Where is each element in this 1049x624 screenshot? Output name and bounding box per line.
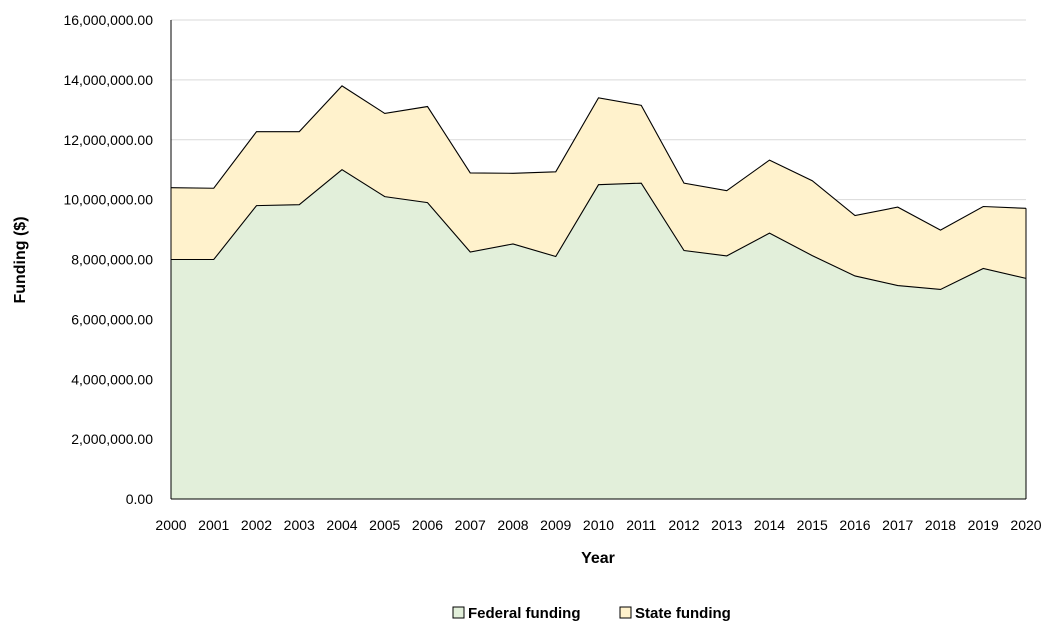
legend-label: State funding <box>635 605 731 622</box>
x-tick-label: 2015 <box>797 517 828 533</box>
y-tick-label: 2,000,000.00 <box>71 431 153 447</box>
y-tick-label: 0.00 <box>126 491 153 507</box>
series-outlines <box>170 85 1027 291</box>
legend: Federal funding State funding <box>452 605 731 622</box>
x-tick-label: 2014 <box>754 517 785 533</box>
y-axis-tick-labels: 0.00 2,000,000.00 4,000,000.00 6,000,000.00… <box>63 12 153 507</box>
x-tick-label: 2003 <box>284 517 315 533</box>
x-tick-label: 2008 <box>497 517 528 533</box>
x-tick-label: 2019 <box>968 517 999 533</box>
legend-label: Federal funding <box>468 605 581 622</box>
line-state-funding <box>170 85 1027 231</box>
area-state-funding <box>171 85 1026 290</box>
x-axis-title: Year <box>581 550 615 567</box>
y-axis-title: Funding ($) <box>12 216 29 303</box>
x-tick-label: 2006 <box>412 517 443 533</box>
x-tick-label: 2001 <box>198 517 229 533</box>
y-tick-label: 10,000,000.00 <box>63 192 153 208</box>
x-tick-label: 2018 <box>925 517 956 533</box>
x-tick-label: 2020 <box>1010 517 1041 533</box>
area-federal-funding <box>171 169 1026 499</box>
x-tick-label: 2016 <box>839 517 870 533</box>
x-tick-label: 2004 <box>326 517 357 533</box>
y-tick-label: 16,000,000.00 <box>63 12 153 28</box>
x-tick-label: 2010 <box>583 517 614 533</box>
x-tick-label: 2005 <box>369 517 400 533</box>
y-tick-label: 4,000,000.00 <box>71 371 153 387</box>
legend-swatch-state-funding <box>619 606 632 619</box>
x-tick-label: 2012 <box>668 517 699 533</box>
line-federal-funding <box>171 169 1027 291</box>
axes <box>170 20 1027 500</box>
area-series <box>171 85 1026 499</box>
y-tick-label: 6,000,000.00 <box>71 311 153 327</box>
x-tick-label: 2011 <box>626 517 656 533</box>
x-tick-label: 2000 <box>155 517 186 533</box>
x-tick-label: 2009 <box>540 517 571 533</box>
y-tick-label: 14,000,000.00 <box>63 72 153 88</box>
x-tick-label: 2007 <box>455 517 486 533</box>
x-tick-label: 2017 <box>882 517 913 533</box>
x-axis-tick-labels: 2000 2001 2002 2003 2004 2005 2006 2007 2008 2009… <box>155 517 1041 533</box>
x-tick-label: 2002 <box>241 517 272 533</box>
legend-swatch-federal-funding <box>452 606 465 619</box>
x-tick-label: 2013 <box>711 517 742 533</box>
y-tick-label: 8,000,000.00 <box>71 252 153 268</box>
y-tick-label: 12,000,000.00 <box>63 132 153 148</box>
